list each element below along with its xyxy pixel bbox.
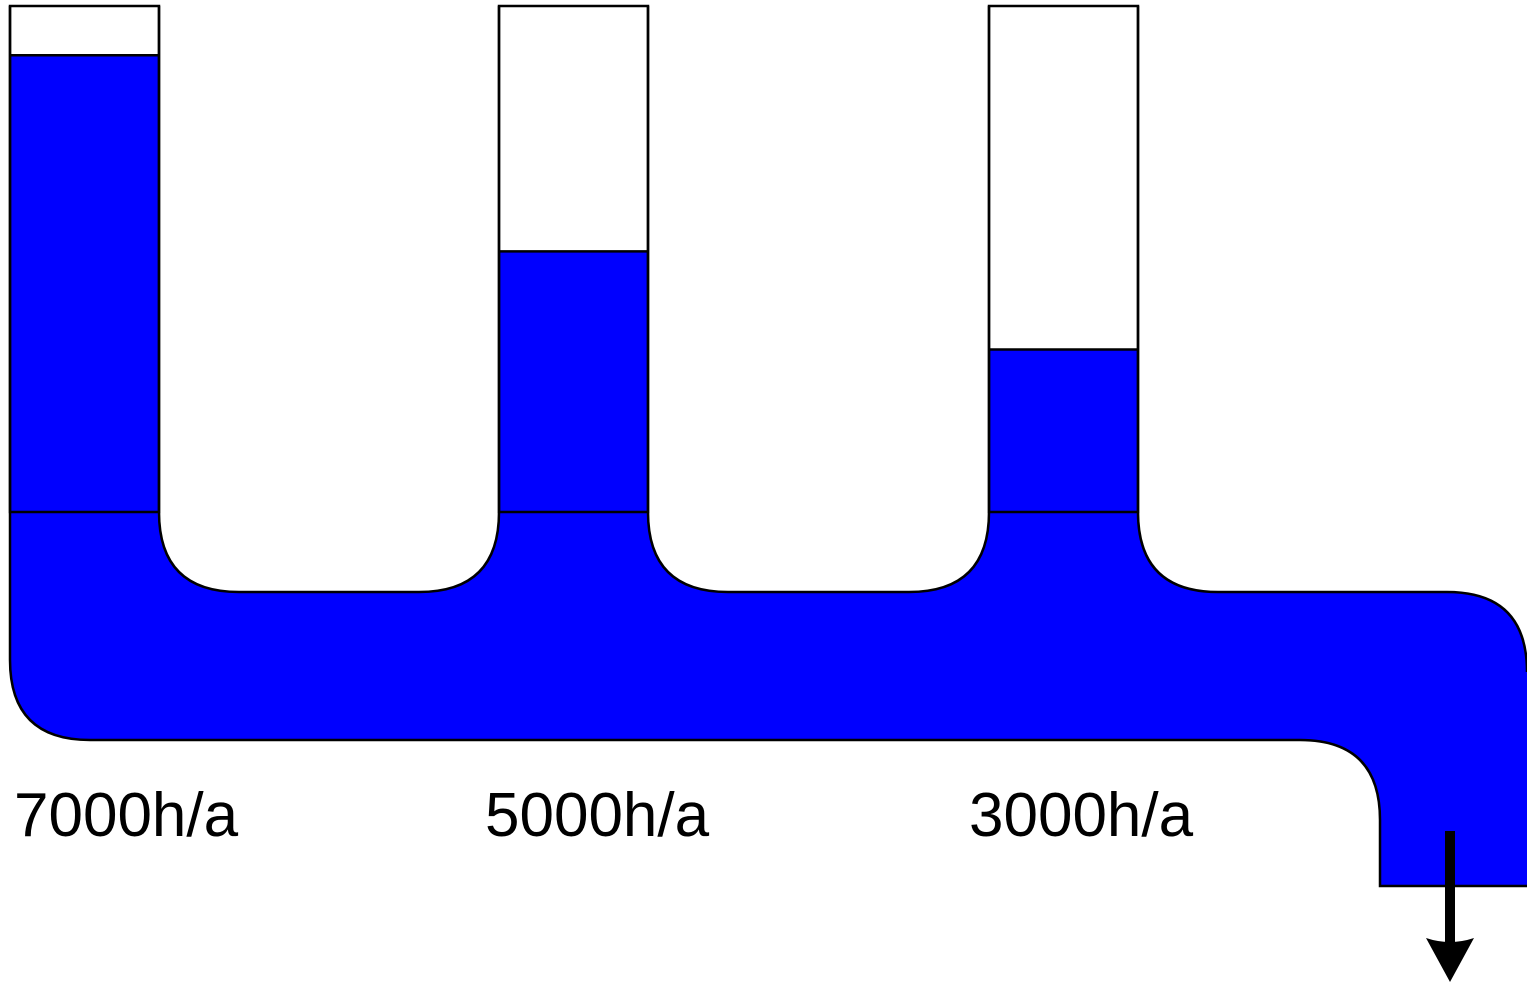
tube-fill-5000 bbox=[499, 251, 648, 560]
tube-label-5000: 5000h/a bbox=[485, 781, 710, 850]
tube-outline-3000 bbox=[987, 4, 1140, 514]
tube-outline-7000 bbox=[8, 4, 161, 514]
tube-label-3000: 3000h/a bbox=[969, 781, 1194, 850]
tube-label-7000: 7000h/a bbox=[14, 781, 239, 850]
tube-fill-3000 bbox=[989, 349, 1138, 560]
tube-fill-7000 bbox=[10, 55, 159, 560]
pipe-body bbox=[10, 512, 1527, 886]
tube-outline-5000 bbox=[497, 4, 650, 514]
down-arrow-icon bbox=[1426, 831, 1474, 982]
pipe-outline bbox=[8, 6, 1527, 888]
